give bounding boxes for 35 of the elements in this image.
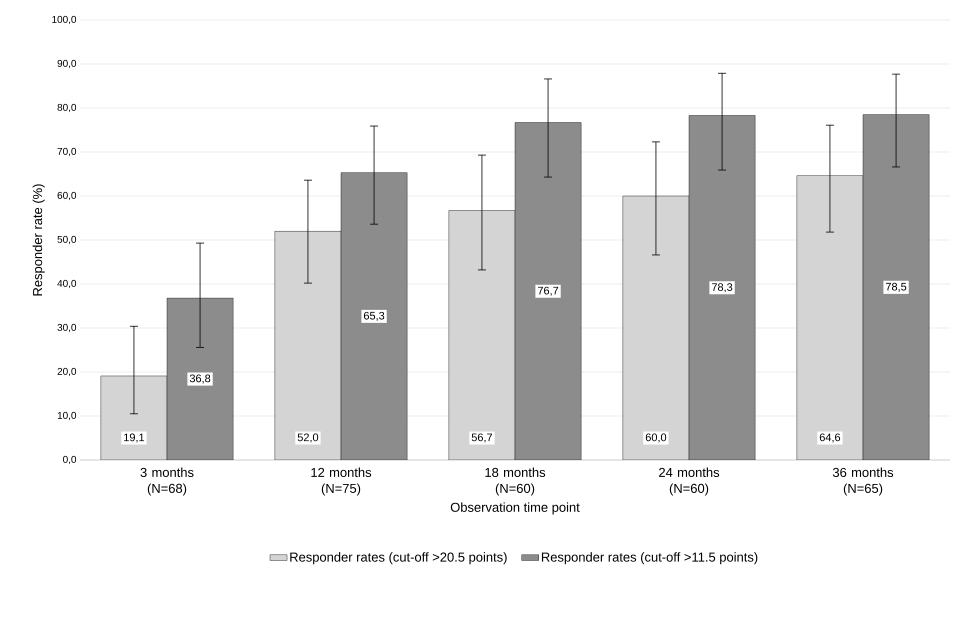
y-tick-label: 50,0 xyxy=(57,236,76,244)
x-tick-label: 3 months (N=68) xyxy=(140,468,194,496)
x-axis-title: Observation time point xyxy=(450,502,580,514)
y-tick-label: 20,0 xyxy=(58,368,76,376)
data-label: 36,8 xyxy=(190,374,210,384)
y-axis-title: Responder rate (%) xyxy=(32,184,45,296)
data-label: 64,6 xyxy=(820,433,840,443)
data-label: 76,7 xyxy=(538,286,558,296)
bar xyxy=(340,172,408,460)
data-label: 56,7 xyxy=(472,433,492,443)
x-tick-label: 36 months (N=65) xyxy=(832,468,894,496)
y-tick-label: 10,0 xyxy=(58,412,76,420)
y-tick-label: 70,0 xyxy=(58,148,76,156)
x-tick-label: 24 months (N=60) xyxy=(659,468,720,496)
bar xyxy=(862,114,930,460)
data-label: 60,0 xyxy=(646,433,666,443)
data-label: 65,3 xyxy=(364,312,384,321)
x-tick-label: 18 months (N=60) xyxy=(485,468,546,496)
data-label: 78,5 xyxy=(886,282,906,292)
y-tick-label: 40,0 xyxy=(57,280,76,288)
bar xyxy=(688,115,756,460)
x-tick-label: 12 months (N=75) xyxy=(311,468,372,496)
data-label: 19,1 xyxy=(124,433,144,443)
legend-label: Responder rates (cut-off >11.5 points) xyxy=(542,552,758,564)
y-tick-label: 60,0 xyxy=(58,192,76,200)
y-tick-label: 80,0 xyxy=(58,104,76,112)
data-label: 52,0 xyxy=(298,433,318,443)
legend-label: Responder rates (cut-off >20.5 points) xyxy=(290,552,507,564)
data-label: 78,3 xyxy=(712,283,732,292)
bar xyxy=(166,298,234,460)
y-tick-label: 100,0 xyxy=(52,16,76,24)
y-tick-label: 30,0 xyxy=(57,324,76,332)
y-tick-label: 90,0 xyxy=(58,60,76,68)
y-tick-label: 0,0 xyxy=(63,456,76,464)
bar xyxy=(514,122,582,460)
